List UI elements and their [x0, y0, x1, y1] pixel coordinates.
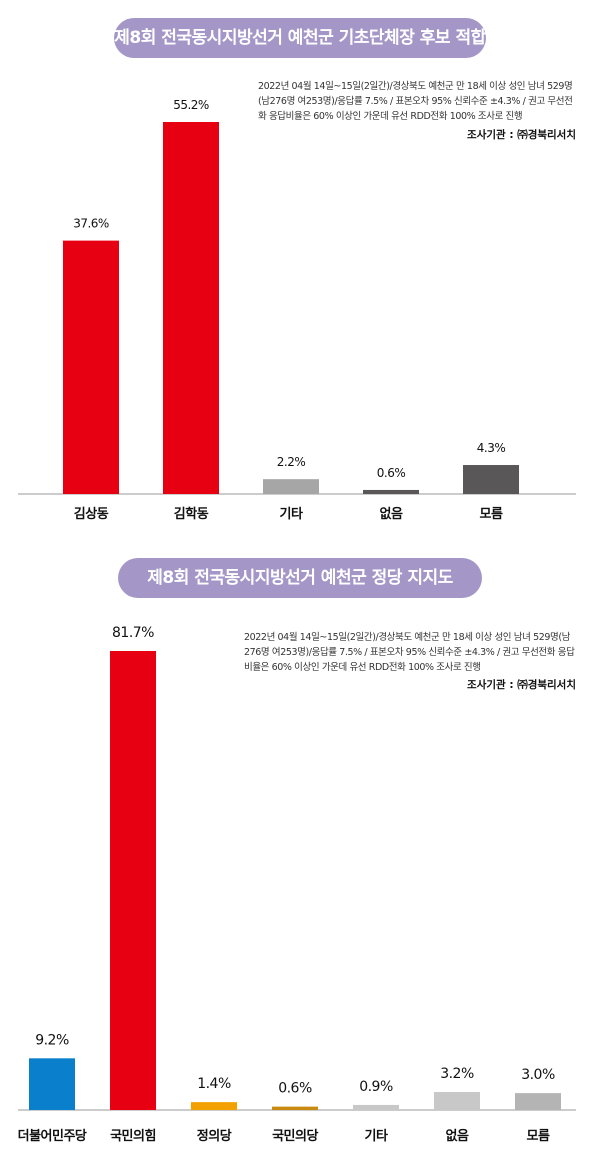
bar-기타 — [263, 479, 319, 494]
value-label: 4.3% — [477, 441, 506, 455]
category-label: 국민의힘 — [110, 1128, 156, 1144]
survey-note: 2022년 04월 14일~15일(2일간)/경상북도 예천군 만 18세 이상… — [244, 632, 575, 673]
bar-국민의힘 — [110, 651, 156, 1110]
value-label: 2.2% — [277, 455, 306, 469]
category-label: 기타 — [365, 1128, 388, 1144]
category-label: 기타 — [280, 506, 303, 522]
value-label: 81.7% — [112, 625, 154, 641]
bar-김학동 — [163, 122, 219, 494]
bar-기타 — [353, 1104, 399, 1110]
survey-note: 2022년 04월 14일~15일(2일간)/경상북도 예천군 만 18세 이상… — [258, 81, 573, 122]
category-label: 김학동 — [174, 506, 209, 522]
survey-source: 조사기관 : ㈜경북리서치 — [467, 129, 576, 141]
category-label: 없음 — [380, 506, 403, 522]
value-label: 0.6% — [377, 466, 406, 480]
bar-없음 — [434, 1092, 480, 1110]
value-label: 3.0% — [521, 1067, 555, 1083]
chart-title: 제8회 전국동시지방선거 예천군 정당 지지도 — [118, 558, 482, 598]
bar-김상동 — [63, 240, 119, 494]
value-label: 1.4% — [197, 1076, 231, 1092]
category-label: 정의당 — [197, 1128, 232, 1144]
bar-모름 — [515, 1093, 561, 1110]
category-label: 모름 — [527, 1129, 550, 1144]
bar-모름 — [463, 465, 519, 494]
category-label: 김상동 — [74, 507, 109, 522]
value-label: 0.6% — [278, 1081, 312, 1097]
bar-없음 — [363, 489, 419, 494]
chart-title: 제8회 전국동시지방선거 예천군 기초단체장 후보 적합도 — [114, 18, 486, 88]
bar-국민의당 — [272, 1106, 318, 1110]
candidate-bar-chart: 37.6% 김상동 55.2% 김학동 2.2% 기타 0.6% 없음 4.3% 모름 — [18, 98, 576, 522]
survey-source: 조사기관 : ㈜경북리서치 — [467, 679, 576, 691]
category-label: 모름 — [480, 507, 503, 522]
value-label: 3.2% — [440, 1066, 474, 1082]
category-label: 국민의당 — [272, 1128, 318, 1144]
value-label: 0.9% — [359, 1079, 393, 1095]
category-label: 없음 — [446, 1128, 469, 1144]
value-label: 37.6% — [73, 217, 109, 231]
bar-더불어민주당 — [29, 1058, 75, 1110]
category-label: 더불어민주당 — [18, 1128, 87, 1144]
bar-정의당 — [191, 1102, 237, 1110]
value-label: 55.2% — [173, 98, 209, 112]
value-label: 9.2% — [35, 1032, 69, 1048]
